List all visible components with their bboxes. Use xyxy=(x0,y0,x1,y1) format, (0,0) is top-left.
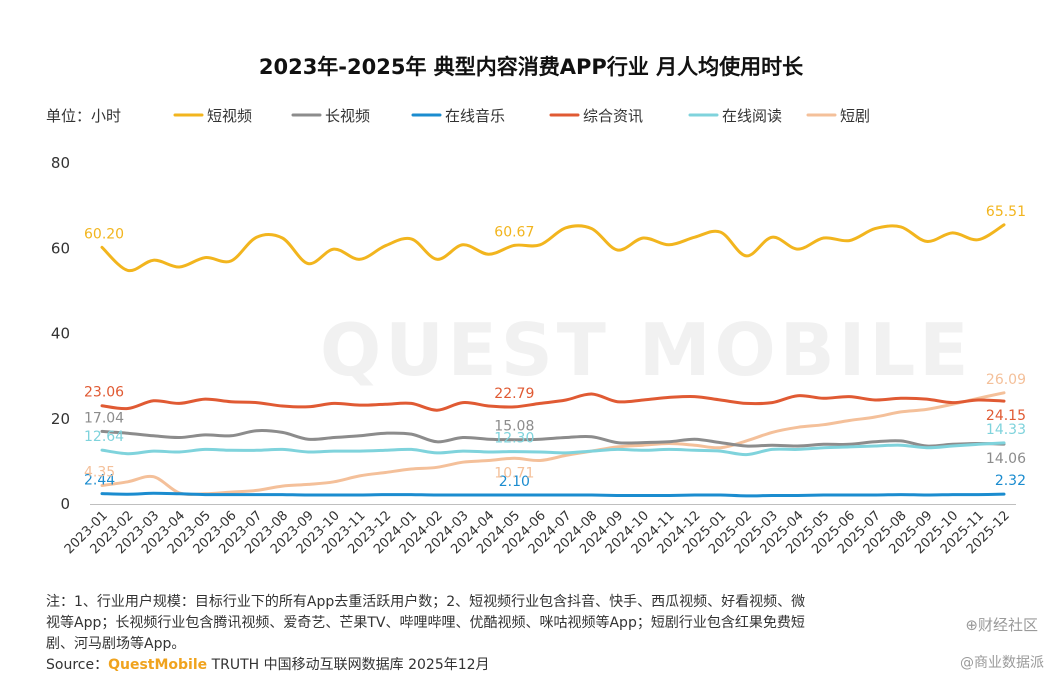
note-line-2: 视等App；长视频行业包含腾讯视频、爱奇艺、芒果TV、哔哩哔哩、优酷视频、咪咕视… xyxy=(46,615,805,631)
data-label: 60.20 xyxy=(84,226,124,242)
y-tick-label: 60 xyxy=(51,239,70,257)
footnotes: 注：1、行业用户规模：目标行业下的所有App去重活跃用户数；2、短视频行业包含抖… xyxy=(46,592,1046,676)
y-tick-label: 80 xyxy=(51,154,70,172)
unit-label: 单位：小时 xyxy=(46,107,121,125)
line-chart: QUEST MOBILE 2023年-2025年 典型内容消费APP行业 月人均… xyxy=(46,55,1026,557)
series-line xyxy=(100,441,1006,457)
data-label: 65.51 xyxy=(986,204,1026,220)
y-axis: 0 20 40 60 80 xyxy=(51,154,1016,513)
data-label: 4.35 xyxy=(84,464,115,480)
data-label: 22.79 xyxy=(494,386,534,402)
data-label: 14.06 xyxy=(986,451,1026,467)
note-line-1: 注：1、行业用户规模：目标行业下的所有App去重活跃用户数；2、短视频行业包含抖… xyxy=(46,594,806,610)
legend-entry: 在线阅读 xyxy=(722,107,782,125)
legend-entry: 长视频 xyxy=(325,107,370,125)
data-label: 12.30 xyxy=(494,431,534,447)
data-label: 14.33 xyxy=(986,422,1026,438)
series-lines xyxy=(100,223,1006,498)
watermark-text: QUEST MOBILE xyxy=(320,308,972,392)
data-label: 24.15 xyxy=(986,408,1026,424)
y-tick-label: 20 xyxy=(51,410,70,428)
chart-title: 2023年-2025年 典型内容消费APP行业 月人均使用时长 xyxy=(259,55,804,79)
legend: 短视频 长视频 在线音乐 综合资讯 在线阅读 短剧 xyxy=(173,107,870,125)
series-line xyxy=(100,392,1006,412)
y-tick-label: 0 xyxy=(60,495,70,513)
data-label: 60.67 xyxy=(494,224,534,240)
series-line xyxy=(100,491,1006,498)
data-label: 2.32 xyxy=(995,473,1026,489)
data-label: 2.10 xyxy=(499,474,530,490)
data-label: 12.64 xyxy=(84,429,124,445)
data-label: 2.44 xyxy=(84,473,115,489)
source-rest: TRUTH 中国移动互联网数据库 2025年12月 xyxy=(207,657,490,673)
data-labels: 60.20 60.67 65.51 17.04 15.08 14.06 2.44 2.10 2.… xyxy=(84,204,1026,490)
source-prefix: Source： xyxy=(46,657,109,673)
source-line: Source：QuestMobile TRUTH 中国移动互联网数据库 2025… xyxy=(46,655,1046,676)
data-label: 23.06 xyxy=(84,385,124,401)
series-line xyxy=(100,223,1006,273)
legend-entry: 短视频 xyxy=(207,107,252,125)
x-axis: 2023-012023-022023-032023-042023-052023-… xyxy=(62,508,1013,557)
data-label: 10.71 xyxy=(494,465,534,481)
legend-entry: 综合资讯 xyxy=(583,107,643,125)
corner-watermark-2: @商业数据派 xyxy=(960,655,1044,671)
y-tick-label: 40 xyxy=(51,325,70,343)
data-label: 26.09 xyxy=(986,372,1026,388)
legend-entry: 短剧 xyxy=(840,107,870,125)
data-label: 15.08 xyxy=(494,419,534,435)
source-brand: QuestMobile xyxy=(108,657,208,673)
series-line xyxy=(100,429,1006,448)
data-label: 17.04 xyxy=(84,410,124,426)
corner-watermark-1: ⊕财经社区 xyxy=(965,616,1038,634)
legend-entry: 在线音乐 xyxy=(445,107,505,125)
note-line-3: 剧、河马剧场等App。 xyxy=(46,636,186,652)
series-line xyxy=(100,391,1006,496)
